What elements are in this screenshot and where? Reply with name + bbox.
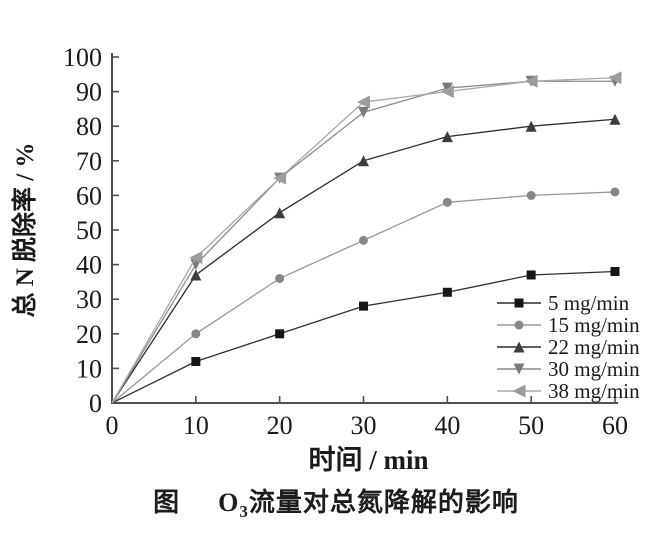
legend-marker-22-mg-min: [513, 341, 525, 353]
series-marker-38-mg-min: [357, 95, 370, 109]
legend-label-22-mg-min: 22 mg/min: [548, 335, 640, 359]
series-marker-38-mg-min: [608, 71, 622, 85]
series-line-15-mg-min: [111, 191, 616, 404]
series-marker-22-mg-min: [525, 120, 537, 132]
series-marker-15-mg-min: [191, 329, 201, 339]
series-line-5-mg-min: [111, 270, 616, 404]
y-tick-label: 10: [76, 354, 102, 383]
legend-marker-5-mg-min: [514, 298, 524, 308]
series-marker-5-mg-min: [191, 356, 201, 366]
series-15-mg-min: [111, 187, 620, 404]
legend-label-38-mg-min: 38 mg/min: [548, 379, 640, 403]
x-tick-label: 10: [183, 411, 209, 440]
series-marker-38-mg-min: [189, 251, 203, 265]
series-marker-22-mg-min: [190, 269, 202, 281]
legend-marker-38-mg-min: [512, 384, 526, 398]
y-tick-label: 30: [76, 285, 102, 314]
x-tick-label: 20: [267, 411, 293, 440]
legend-label-5-mg-min: 5 mg/min: [548, 291, 630, 315]
legend-label-15-mg-min: 15 mg/min: [548, 313, 640, 337]
y-tick-label: 40: [76, 251, 102, 280]
caption-fig-label: 图: [153, 488, 181, 517]
series-marker-30-mg-min: [358, 106, 369, 118]
series-marker-5-mg-min: [442, 287, 452, 297]
y-tick-label: 90: [76, 78, 102, 107]
series-marker-5-mg-min: [526, 270, 536, 280]
series-marker-5-mg-min: [275, 329, 285, 339]
series-marker-30-mg-min: [441, 82, 453, 94]
axis-titles: 总 N 脱除率 / % 时间 / min: [10, 142, 429, 475]
series-marker-38-mg-min: [273, 171, 287, 185]
series-38-mg-min: [111, 71, 622, 404]
series-22-mg-min: [111, 113, 621, 404]
legend-marker-15-mg-min: [514, 320, 524, 330]
caption-formula-subscript: 3: [239, 502, 249, 522]
series-marker-38-mg-min: [440, 85, 454, 99]
series-marker-15-mg-min: [610, 187, 620, 197]
caption-formula-base: O: [218, 488, 240, 517]
series-marker-22-mg-min: [609, 113, 621, 125]
figure-caption: 图 O3流量对总氮降解的影响: [0, 482, 672, 522]
y-tick-label: 50: [76, 216, 102, 245]
x-tick-label: 50: [518, 411, 544, 440]
series-marker-15-mg-min: [359, 235, 368, 245]
y-tick-label: 60: [76, 181, 102, 210]
legend-marker-30-mg-min: [513, 363, 525, 375]
series-marker-22-mg-min: [441, 131, 453, 143]
y-tick-label: 0: [89, 389, 102, 418]
legend-label-30-mg-min: 30 mg/min: [548, 357, 640, 381]
tick-marks: [112, 56, 616, 403]
y-tick-label: 100: [63, 43, 102, 72]
series-5-mg-min: [111, 267, 620, 404]
series-marker-15-mg-min: [442, 197, 452, 207]
series-marker-22-mg-min: [274, 207, 286, 219]
y-tick-label: 80: [76, 112, 102, 141]
series-marker-5-mg-min: [610, 267, 620, 277]
x-tick-label: 30: [351, 411, 377, 440]
x-tick-label: 40: [434, 411, 460, 440]
caption-text: 流量对总氮降解的影响: [248, 488, 519, 517]
x-tick-label: 0: [106, 411, 119, 440]
x-tick-label: 60: [602, 411, 628, 440]
y-tick-label: 20: [76, 320, 102, 349]
series-marker-22-mg-min: [358, 155, 369, 167]
y-axis-title: 总 N 脱除率 / %: [10, 142, 39, 317]
series-marker-15-mg-min: [526, 190, 536, 200]
series-marker-5-mg-min: [359, 301, 368, 311]
series-marker-38-mg-min: [524, 74, 538, 88]
y-tick-label: 70: [76, 147, 102, 176]
series-marker-15-mg-min: [275, 273, 285, 283]
x-axis-title: 时间 / min: [308, 445, 428, 475]
